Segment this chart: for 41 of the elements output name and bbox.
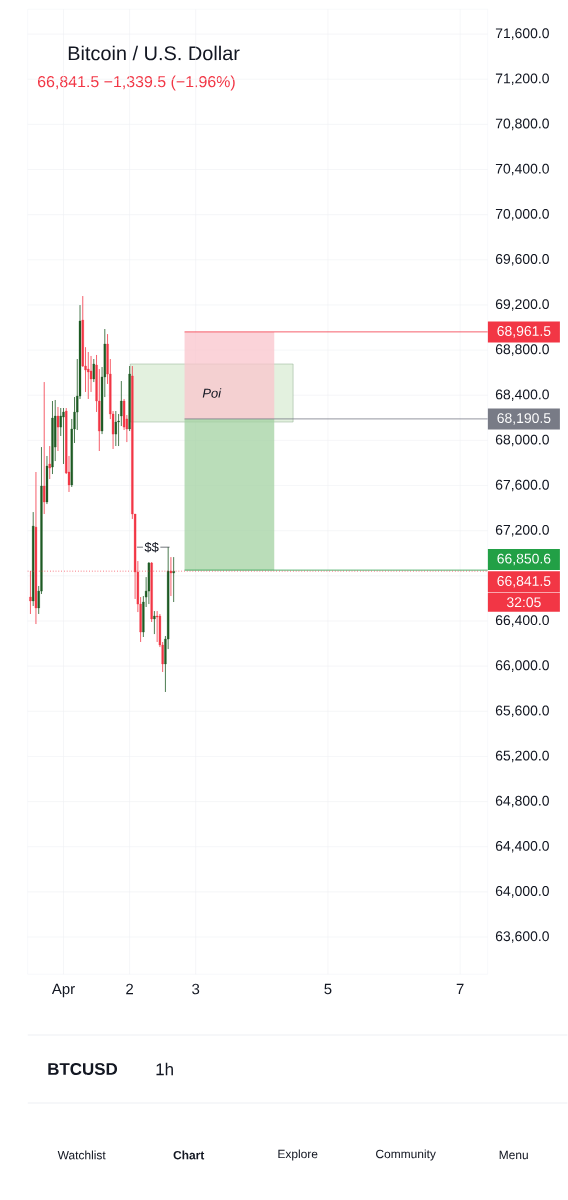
y-tick-label: 71,600.0 bbox=[496, 28, 550, 40]
y-tick-label: 64,000.0 bbox=[496, 886, 550, 898]
y-tick-label: 71,200.0 bbox=[496, 73, 550, 85]
ref-line-label: 68,961.5 bbox=[497, 326, 551, 338]
band-label: Poi bbox=[202, 388, 222, 398]
y-tick-label: 70,400.0 bbox=[496, 163, 550, 176]
text: Watchlist bbox=[57, 1150, 106, 1160]
y-tick-label: 63,600.0 bbox=[496, 931, 550, 943]
x-tick-label: 5 bbox=[324, 983, 332, 995]
y-tick-label: 67,200.0 bbox=[496, 524, 550, 537]
x-tick-label: 2 bbox=[126, 983, 134, 995]
y-tick-label: 67,600.0 bbox=[496, 479, 550, 492]
x-tick-label: Apr bbox=[52, 983, 76, 998]
y-tick-label: 65,600.0 bbox=[496, 705, 550, 718]
x-tick-label: 7 bbox=[456, 983, 464, 995]
y-tick-label: 68,800.0 bbox=[496, 344, 550, 356]
annotation: $$ bbox=[144, 541, 159, 553]
ref-line-label: 66,841.5 bbox=[497, 576, 551, 588]
y-tick-label: 64,800.0 bbox=[496, 795, 550, 808]
y-tick-label: 69,600.0 bbox=[496, 254, 550, 266]
y-tick-label: 70,000.0 bbox=[496, 208, 550, 221]
y-tick-label: 64,400.0 bbox=[496, 840, 550, 853]
y-tick-label: 66,400.0 bbox=[496, 615, 550, 627]
text: 66,841.5 −1,339.5 (−1.96%) bbox=[38, 75, 235, 91]
y-tick-label: 70,800.0 bbox=[496, 118, 550, 131]
text: Bitcoin / U.S. Dollar bbox=[69, 45, 240, 61]
text: Explore bbox=[278, 1149, 318, 1161]
y-tick-label: 68,400.0 bbox=[496, 389, 550, 402]
ref-line-label: 66,850.6 bbox=[497, 553, 551, 566]
text: 1h bbox=[156, 1062, 174, 1076]
text: Community bbox=[376, 1149, 437, 1161]
text: 32:05 bbox=[507, 597, 541, 608]
y-tick-label: 65,200.0 bbox=[496, 750, 550, 763]
y-tick-label: 66,000.0 bbox=[496, 660, 550, 672]
y-tick-label: 68,000.0 bbox=[496, 434, 550, 447]
text: Chart bbox=[173, 1150, 205, 1160]
ref-line-label: 68,190.5 bbox=[497, 413, 551, 425]
text: Menu bbox=[499, 1150, 528, 1160]
x-tick-label: 3 bbox=[192, 983, 200, 995]
y-tick-label: 69,200.0 bbox=[496, 299, 550, 311]
text: BTCUSD bbox=[48, 1063, 118, 1075]
